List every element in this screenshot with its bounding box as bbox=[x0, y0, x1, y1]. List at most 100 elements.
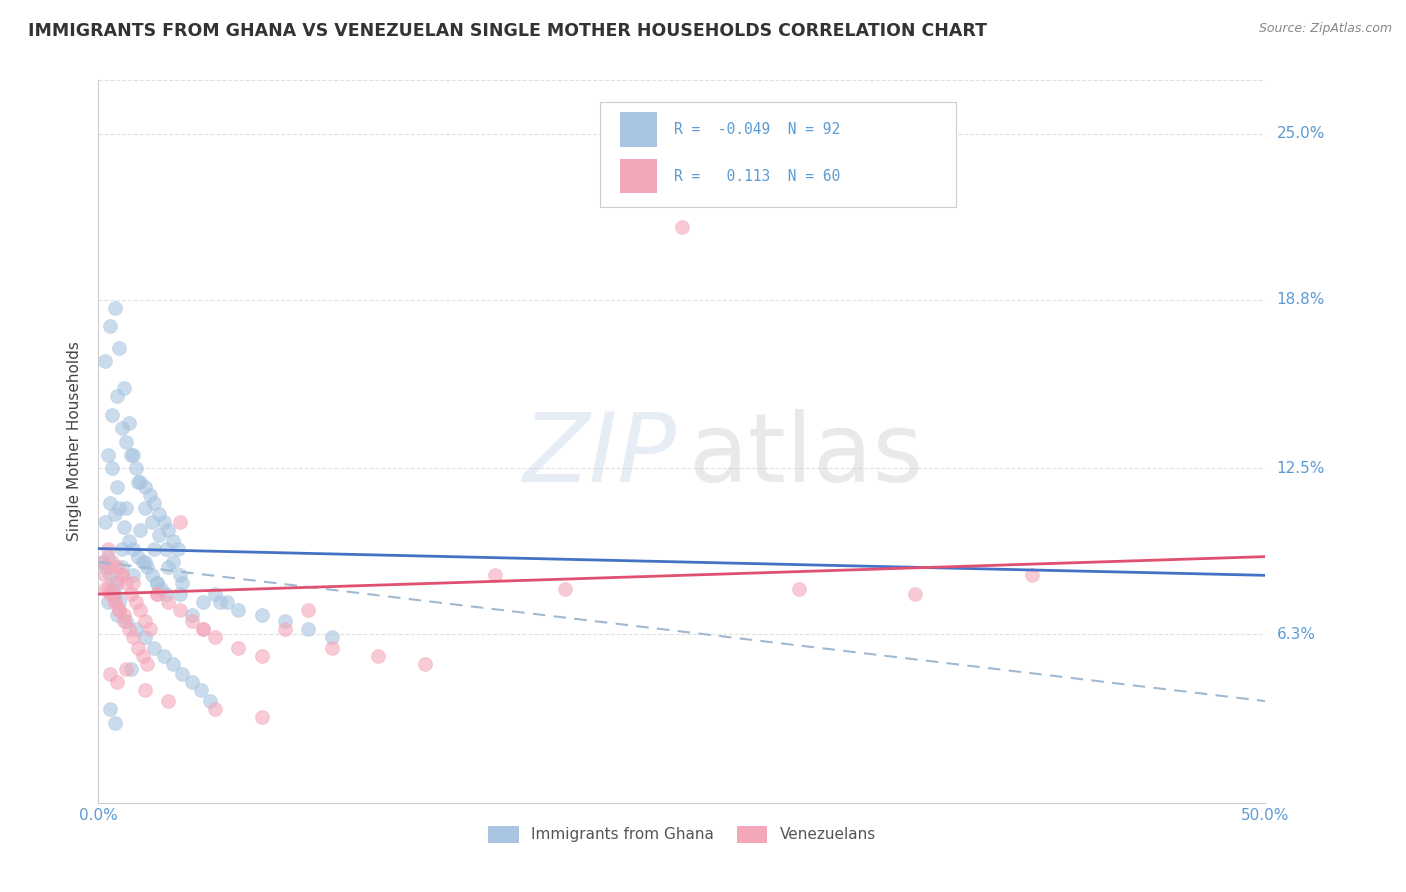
Point bbox=[143, 640, 166, 655]
Point bbox=[134, 501, 156, 516]
Text: Source: ZipAtlas.com: Source: ZipAtlas.com bbox=[1258, 22, 1392, 36]
Point bbox=[166, 541, 188, 556]
Point bbox=[129, 475, 152, 489]
Point bbox=[97, 541, 120, 556]
Point bbox=[204, 702, 226, 716]
Point bbox=[125, 622, 148, 636]
Point bbox=[193, 622, 215, 636]
Point bbox=[111, 560, 134, 574]
Point bbox=[104, 507, 127, 521]
Point bbox=[132, 648, 155, 663]
Point bbox=[134, 630, 156, 644]
Point bbox=[115, 614, 138, 628]
Point bbox=[484, 568, 506, 582]
Bar bbox=[620, 159, 658, 194]
Point bbox=[143, 541, 166, 556]
Point bbox=[162, 555, 184, 569]
Text: atlas: atlas bbox=[688, 409, 922, 502]
Point bbox=[97, 549, 120, 564]
Point bbox=[321, 640, 343, 655]
Point bbox=[101, 555, 124, 569]
Point bbox=[94, 354, 117, 368]
Point bbox=[104, 715, 127, 730]
Point bbox=[125, 461, 148, 475]
Point bbox=[122, 630, 145, 644]
Point bbox=[98, 702, 121, 716]
Point bbox=[228, 603, 250, 617]
Point bbox=[136, 657, 159, 671]
Point bbox=[122, 541, 145, 556]
Point bbox=[105, 480, 128, 494]
Point bbox=[115, 662, 138, 676]
Point bbox=[115, 576, 138, 591]
Point bbox=[250, 710, 273, 724]
Point bbox=[180, 675, 202, 690]
Point bbox=[94, 568, 117, 582]
Point bbox=[101, 408, 124, 422]
Point bbox=[250, 608, 273, 623]
Point bbox=[141, 515, 163, 529]
Text: R =   0.113  N = 60: R = 0.113 N = 60 bbox=[673, 169, 839, 184]
Point bbox=[97, 448, 120, 462]
Point bbox=[367, 648, 389, 663]
Point bbox=[139, 622, 162, 636]
Text: ZIP: ZIP bbox=[522, 409, 676, 502]
Point bbox=[112, 608, 135, 623]
Point bbox=[105, 560, 128, 574]
Point bbox=[104, 595, 127, 609]
Point bbox=[671, 220, 693, 235]
Point bbox=[152, 648, 174, 663]
Point bbox=[127, 640, 149, 655]
Point bbox=[146, 587, 169, 601]
Point bbox=[118, 533, 141, 548]
Point bbox=[152, 515, 174, 529]
Point bbox=[125, 595, 148, 609]
Point bbox=[150, 582, 173, 596]
Text: R =  -0.049  N = 92: R = -0.049 N = 92 bbox=[673, 121, 839, 136]
Point bbox=[136, 560, 159, 574]
Point bbox=[98, 667, 121, 681]
Point bbox=[157, 595, 180, 609]
Point bbox=[108, 603, 131, 617]
Point bbox=[105, 675, 128, 690]
Point bbox=[297, 603, 319, 617]
Point bbox=[127, 549, 149, 564]
Point bbox=[157, 560, 180, 574]
Point bbox=[274, 614, 297, 628]
Point bbox=[157, 523, 180, 537]
Point bbox=[148, 528, 170, 542]
Point bbox=[321, 630, 343, 644]
Point bbox=[94, 560, 117, 574]
Point bbox=[139, 488, 162, 502]
Point bbox=[132, 555, 155, 569]
Point bbox=[1021, 568, 1043, 582]
Point bbox=[118, 622, 141, 636]
Point bbox=[98, 496, 121, 510]
Point bbox=[193, 595, 215, 609]
Point bbox=[208, 595, 231, 609]
Point bbox=[155, 587, 177, 601]
Point bbox=[155, 541, 177, 556]
Point bbox=[169, 587, 191, 601]
Point bbox=[118, 416, 141, 430]
Point bbox=[98, 568, 121, 582]
Point bbox=[120, 587, 142, 601]
Point bbox=[112, 614, 135, 628]
Point bbox=[180, 608, 202, 623]
Point bbox=[134, 480, 156, 494]
Point bbox=[108, 341, 131, 355]
Point bbox=[904, 587, 927, 601]
Point bbox=[120, 662, 142, 676]
Text: 6.3%: 6.3% bbox=[1277, 627, 1316, 641]
Point bbox=[134, 614, 156, 628]
Point bbox=[143, 496, 166, 510]
Point bbox=[134, 555, 156, 569]
Text: 25.0%: 25.0% bbox=[1277, 127, 1324, 141]
Point bbox=[98, 319, 121, 334]
Point bbox=[146, 576, 169, 591]
Point bbox=[94, 582, 117, 596]
Point bbox=[162, 657, 184, 671]
Point bbox=[228, 640, 250, 655]
Point bbox=[215, 595, 238, 609]
Point bbox=[101, 461, 124, 475]
